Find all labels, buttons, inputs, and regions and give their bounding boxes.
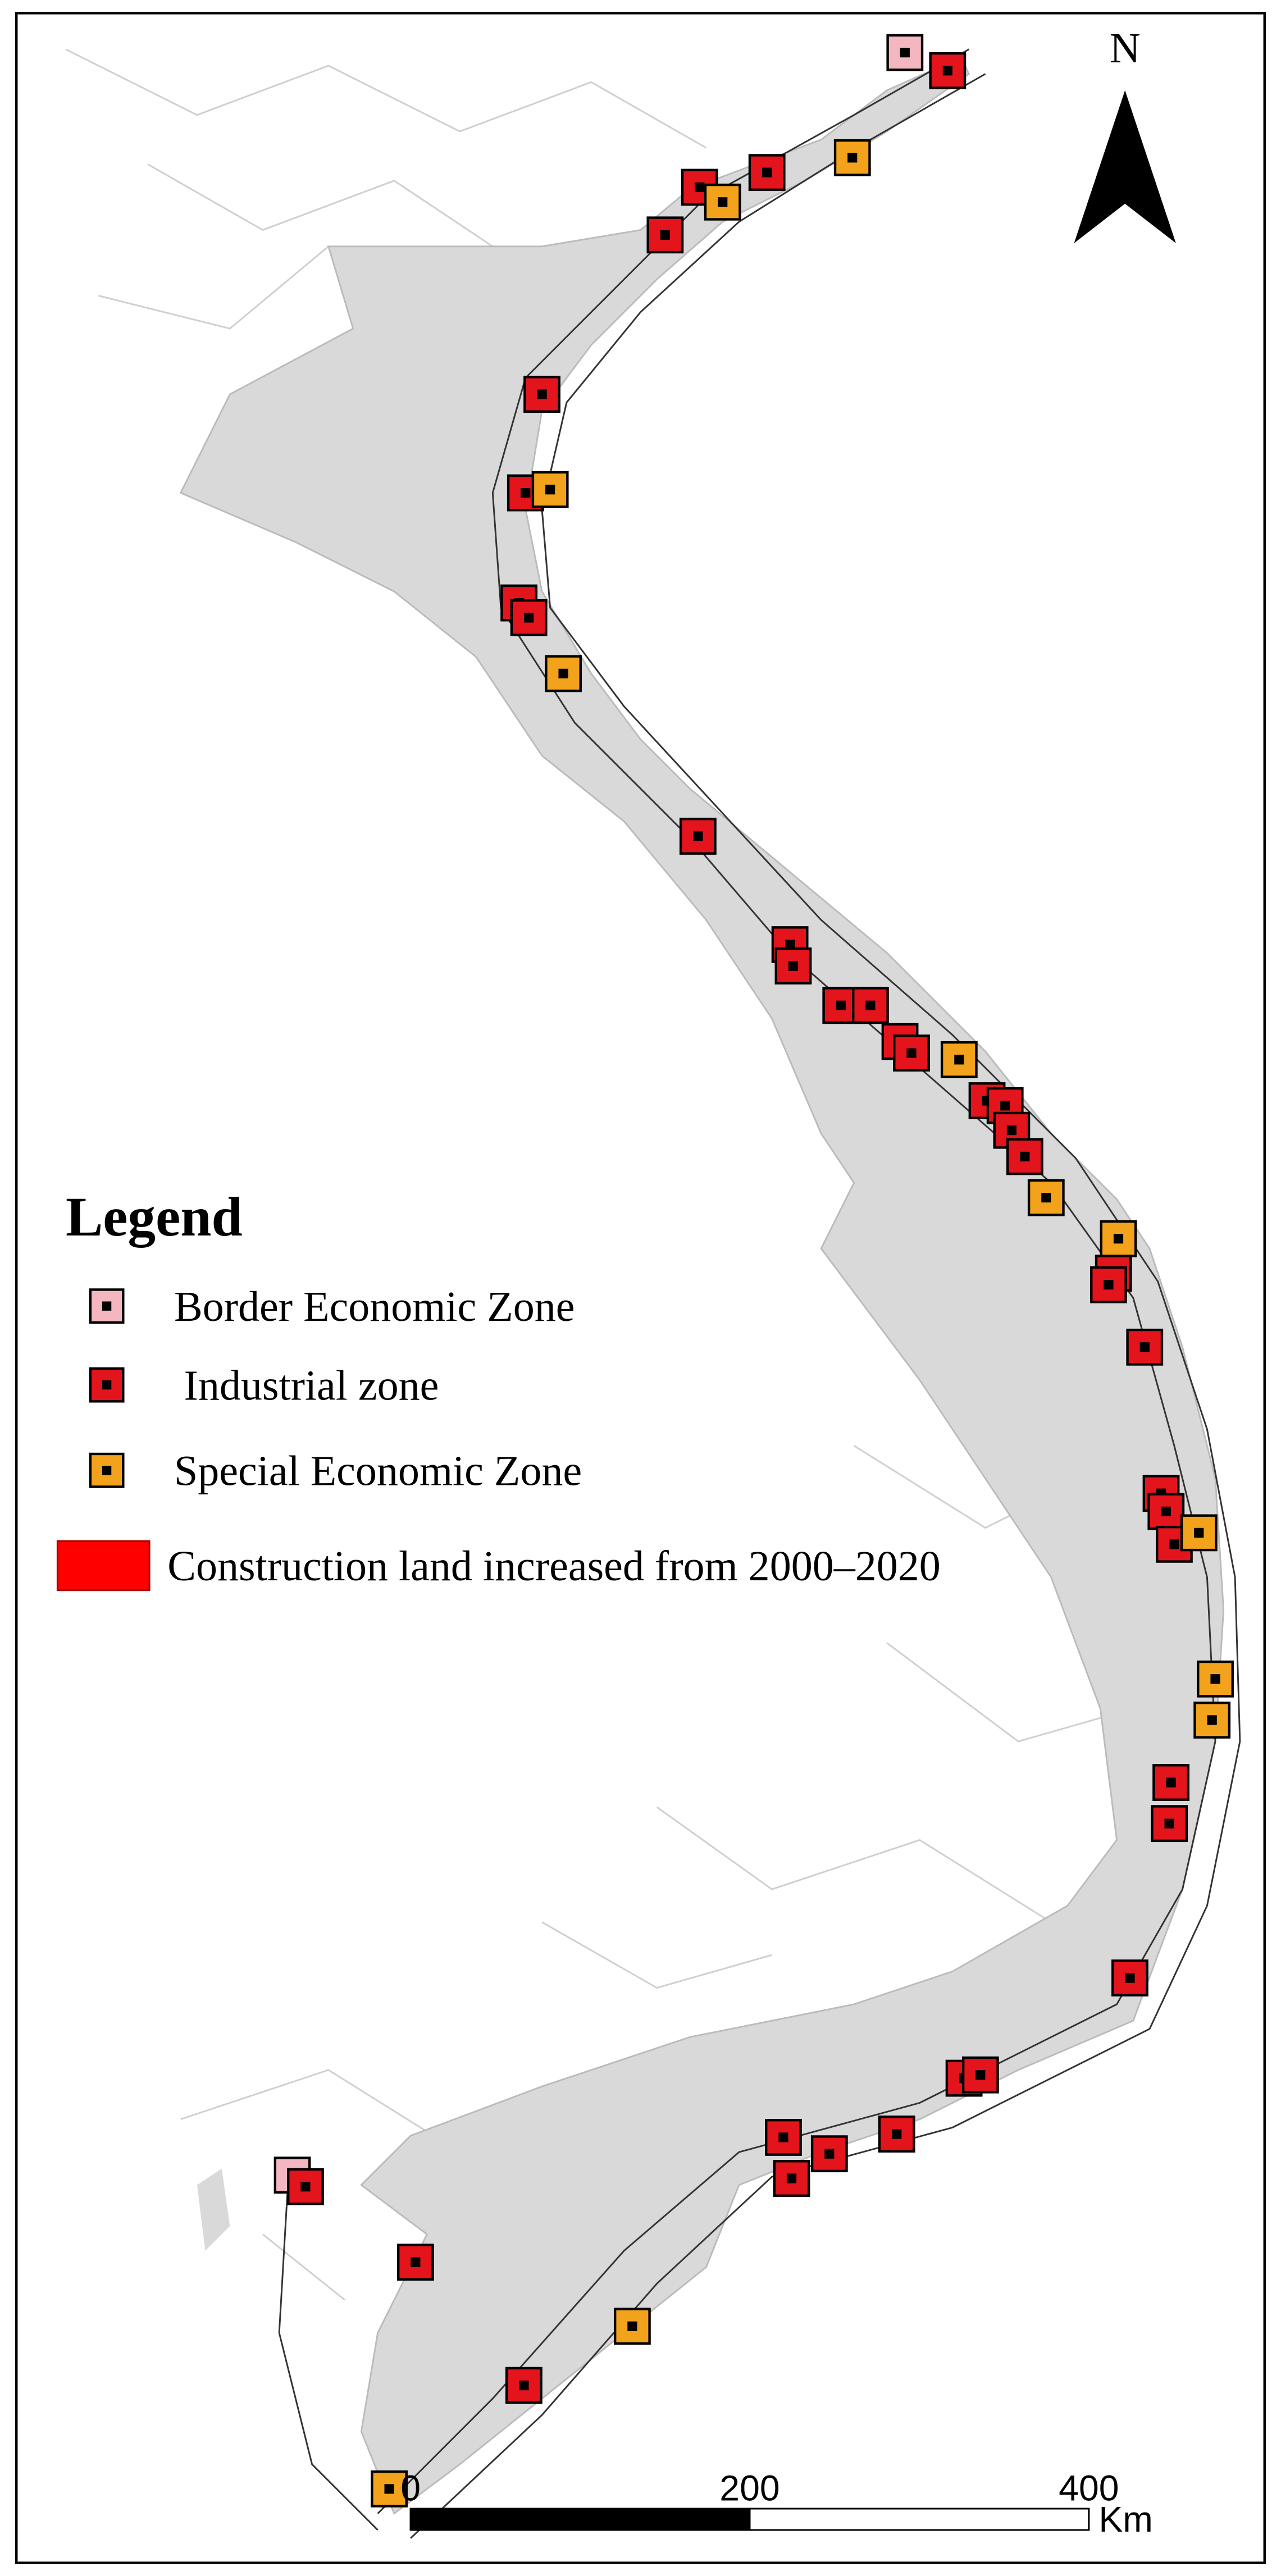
zone-markers: [273, 34, 1234, 2507]
marker-core: [695, 182, 705, 193]
marker-core: [384, 2484, 394, 2494]
marker-core: [102, 1301, 112, 1311]
marker-i: [1090, 1266, 1127, 1303]
legend-title: Legend: [66, 1186, 243, 1248]
marker-core: [718, 197, 728, 207]
legend-swatch: [56, 1540, 151, 1592]
marker-core: [521, 488, 531, 498]
legend-label: Special Economic Zone: [174, 1448, 582, 1495]
coastal-provinces: [179, 56, 1225, 2515]
marker-core: [1210, 1674, 1220, 1684]
marker-core: [660, 230, 670, 240]
marker-core: [1104, 1280, 1114, 1290]
marker-core: [537, 389, 547, 399]
marker-core: [1006, 1125, 1017, 1136]
marker-core: [524, 613, 534, 623]
scale-label: 400: [1059, 2468, 1119, 2508]
marker-core: [1000, 1101, 1010, 1111]
north-arrow: [1074, 90, 1176, 243]
province-borders: [65, 48, 1134, 2301]
marker-core: [865, 1000, 876, 1010]
marker-s: [940, 1041, 978, 1078]
marker-core: [102, 1380, 112, 1390]
legend: Border Economic Zone Industrial zone Speci…: [56, 1283, 941, 1592]
marker-core: [1041, 1193, 1051, 1203]
legend-label: Industrial zone: [184, 1362, 439, 1409]
marker-core: [1125, 1973, 1135, 1983]
marker-i: [1151, 1805, 1188, 1843]
marker-core: [1166, 1777, 1176, 1788]
marker-core: [942, 66, 952, 76]
frame: [15, 12, 1266, 2564]
marker-core: [627, 2321, 637, 2331]
marker-core: [788, 961, 799, 971]
legend-label: Construction land increased from 2000–20…: [167, 1543, 940, 1590]
marker-core: [785, 940, 795, 950]
marker-i: [765, 2119, 802, 2156]
buffer-line: [278, 2193, 379, 2531]
marker-core: [300, 2182, 311, 2192]
marker-core: [900, 48, 910, 58]
marker-core: [1113, 1234, 1124, 1244]
scale-segment: [409, 2507, 751, 2531]
marker-core: [975, 2070, 986, 2080]
marker-core: [1169, 1539, 1179, 1549]
marker-core: [1139, 1342, 1150, 1352]
marker-core: [892, 2129, 902, 2139]
marker-core: [693, 831, 703, 841]
scale-label: 0: [400, 2468, 421, 2508]
marker-core: [847, 153, 858, 163]
marker-core: [545, 485, 555, 495]
marker-s: [545, 655, 582, 692]
marker-i: [774, 947, 812, 985]
marker-core: [836, 1000, 846, 1010]
marker-i: [1147, 1493, 1185, 1530]
marker-core: [762, 167, 772, 177]
marker-core: [102, 1466, 112, 1475]
marker-core: [411, 2257, 421, 2267]
marker-core: [1161, 1506, 1171, 1516]
island: [197, 2168, 230, 2251]
marker-core: [786, 2173, 797, 2183]
scale-label: 200: [719, 2468, 779, 2508]
marker-core: [1164, 1818, 1174, 1829]
marker-core: [1194, 1528, 1204, 1538]
marker-core: [558, 668, 568, 679]
marker-core: [824, 2149, 835, 2159]
marker-i: [510, 599, 548, 636]
scale-segment: [749, 2507, 1090, 2531]
marker-core: [778, 2132, 788, 2142]
scale-unit: Km: [1098, 2499, 1152, 2539]
marker-core: [954, 1055, 964, 1065]
marker-core: [519, 2381, 529, 2391]
legend-label: Border Economic Zone: [174, 1283, 575, 1330]
marker-core: [906, 1048, 917, 1058]
marker-core: [1020, 1151, 1030, 1162]
north-label: N: [1110, 25, 1141, 72]
marker-core: [1207, 1715, 1217, 1725]
